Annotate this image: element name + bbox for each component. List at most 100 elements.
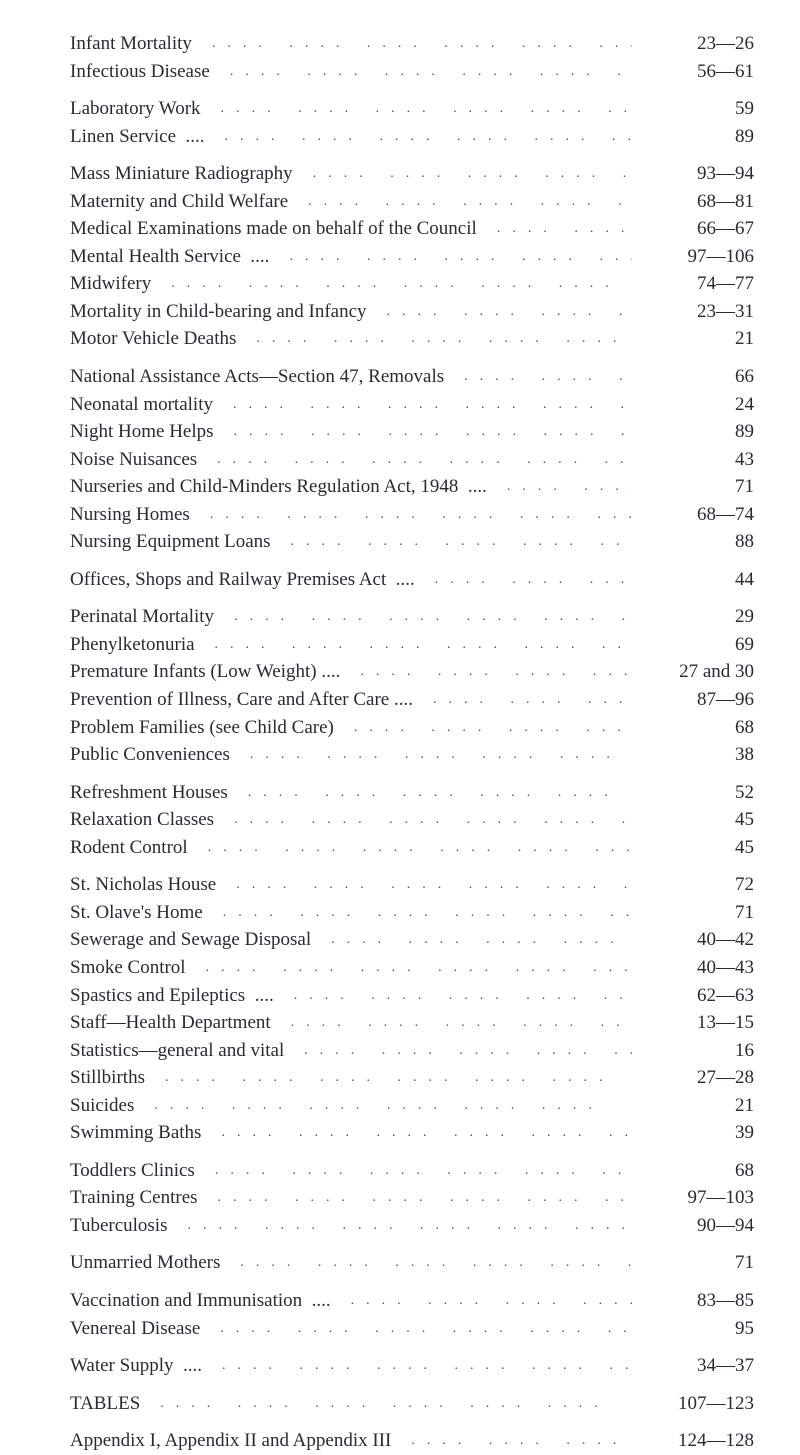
index-entry-page: 71 (632, 899, 754, 927)
index-row: Nursing Homes 68—74 (70, 501, 754, 529)
index-entry-page: 97—106 (632, 243, 754, 271)
index-entry-label: Problem Families (see Child Care) (70, 714, 334, 742)
index-entry-page: 34—37 (632, 1352, 754, 1380)
dot-leader (198, 1188, 632, 1208)
index-entry-label: Linen Service .... (70, 123, 205, 151)
dot-leader (214, 422, 632, 442)
index-row: Refreshment Houses52 (70, 779, 754, 807)
index-entry-label: Statistics—general and vital (70, 1037, 284, 1065)
index-entry-page: 66 (632, 363, 754, 391)
dot-leader (230, 745, 632, 765)
dot-leader (288, 192, 632, 212)
index-entry-label: Phenylketonuria (70, 631, 195, 659)
index-row: Stillbirths27—28 (70, 1064, 754, 1092)
index-row: Public Conveniences 38 (70, 741, 754, 769)
index-entry-page: 23—26 (632, 30, 754, 58)
index-group: TABLES107—123 (70, 1390, 754, 1418)
index-entry-page: 88 (632, 528, 754, 556)
index-entry-page: 38 (632, 741, 754, 769)
index-entry-page: 93—94 (632, 160, 754, 188)
index-entry-label: Infectious Disease (70, 58, 210, 86)
index-row: Motor Vehicle Deaths21 (70, 325, 754, 353)
index-entry-label: Premature Infants (Low Weight) .... (70, 658, 340, 686)
index-entry-page: 89 (632, 418, 754, 446)
index-row: Problem Families (see Child Care)68 (70, 714, 754, 742)
dot-leader (205, 127, 632, 147)
index-entry-label: Offices, Shops and Railway Premises Act … (70, 566, 415, 594)
index-entry-label: TABLES (70, 1390, 140, 1418)
index-entry-label: Neonatal mortality (70, 391, 213, 419)
dot-leader (413, 690, 632, 710)
index-entry-page: 45 (632, 806, 754, 834)
index-row: Water Supply ....34—37 (70, 1352, 754, 1380)
index-entry-page: 69 (632, 631, 754, 659)
index-group: Vaccination and Immunisation ....83—85Ve… (70, 1287, 754, 1342)
index-row: Linen Service .... 89 (70, 123, 754, 151)
index-entry-page: 95 (632, 1315, 754, 1343)
index-row: Staff—Health Department13—15 (70, 1009, 754, 1037)
index-entry-label: Nursing Equipment Loans (70, 528, 271, 556)
index-group: Unmarried Mothers71 (70, 1249, 754, 1277)
index-entry-page: 16 (632, 1037, 754, 1065)
index-entry-label: Smoke Control (70, 954, 186, 982)
dot-leader (415, 570, 632, 590)
index-entry-label: St. Nicholas House (70, 871, 216, 899)
dot-leader (213, 395, 632, 415)
dot-leader (444, 367, 632, 387)
index-row: Mortality in Child-bearing and Infancy 23… (70, 298, 754, 326)
index-row: Medical Examinations made on behalf of t… (70, 215, 754, 243)
index-group: Water Supply ....34—37 (70, 1352, 754, 1380)
index-row: Training Centres 97—103 (70, 1184, 754, 1212)
index-row: Relaxation Classes45 (70, 806, 754, 834)
dot-leader (214, 810, 632, 830)
index-row: Rodent Control45 (70, 834, 754, 862)
index-entry-page: 39 (632, 1119, 754, 1147)
index-entry-label: Toddlers Clinics (70, 1157, 195, 1185)
index-group: Offices, Shops and Railway Premises Act … (70, 566, 754, 594)
dot-leader (236, 329, 632, 349)
index-entry-label: Midwifery (70, 270, 151, 298)
index-entry-label: Nursing Homes (70, 501, 190, 529)
index-entry-label: National Assistance Acts—Section 47, Rem… (70, 363, 444, 391)
index-row: TABLES107—123 (70, 1390, 754, 1418)
index-entry-page: 23—31 (632, 298, 754, 326)
index-entry-label: Appendix I, Appendix II and Appendix III (70, 1427, 391, 1455)
index-row: Laboratory Work59 (70, 95, 754, 123)
dot-leader (487, 477, 632, 497)
index-row: Infectious Disease56—61 (70, 58, 754, 86)
index-entry-page: 43 (632, 446, 754, 474)
dot-leader (200, 1319, 632, 1339)
index-entry-label: Motor Vehicle Deaths (70, 325, 236, 353)
index-entry-label: Maternity and Child Welfare (70, 188, 288, 216)
dot-leader (190, 505, 632, 525)
index-entry-label: Staff—Health Department (70, 1009, 271, 1037)
index-entry-page: 89 (632, 123, 754, 151)
index-entry-page: 40—42 (632, 926, 754, 954)
index-group: Infant Mortality23—26Infectious Disease5… (70, 30, 754, 85)
index-page: Infant Mortality23—26Infectious Disease5… (0, 0, 800, 1378)
index-row: Vaccination and Immunisation ....83—85 (70, 1287, 754, 1315)
index-group: Refreshment Houses52Relaxation Classes45… (70, 779, 754, 862)
index-row: National Assistance Acts—Section 47, Rem… (70, 363, 754, 391)
index-group: St. Nicholas House72St. Olave's Home71Se… (70, 871, 754, 1146)
index-entry-label: Mortality in Child-bearing and Infancy (70, 298, 367, 326)
index-entry-page: 68—74 (632, 501, 754, 529)
index-row: Nursing Equipment Loans 88 (70, 528, 754, 556)
index-entry-page: 97—103 (632, 1184, 754, 1212)
dot-leader (271, 1013, 632, 1033)
index-entry-label: Training Centres (70, 1184, 198, 1212)
index-entry-page: 45 (632, 834, 754, 862)
dot-leader (477, 219, 632, 239)
index-entry-page: 71 (632, 473, 754, 501)
index-entry-label: Sewerage and Sewage Disposal (70, 926, 311, 954)
index-entry-label: Laboratory Work (70, 95, 201, 123)
dot-leader (220, 1253, 632, 1273)
index-entry-label: Tuberculosis (70, 1212, 167, 1240)
dot-leader (367, 302, 632, 322)
index-entry-label: Mental Health Service .... (70, 243, 269, 271)
index-row: Suicides21 (70, 1092, 754, 1120)
index-entry-label: Public Conveniences (70, 741, 230, 769)
index-row: St. Olave's Home71 (70, 899, 754, 927)
dot-leader (186, 958, 632, 978)
index-entry-page: 27—28 (632, 1064, 754, 1092)
